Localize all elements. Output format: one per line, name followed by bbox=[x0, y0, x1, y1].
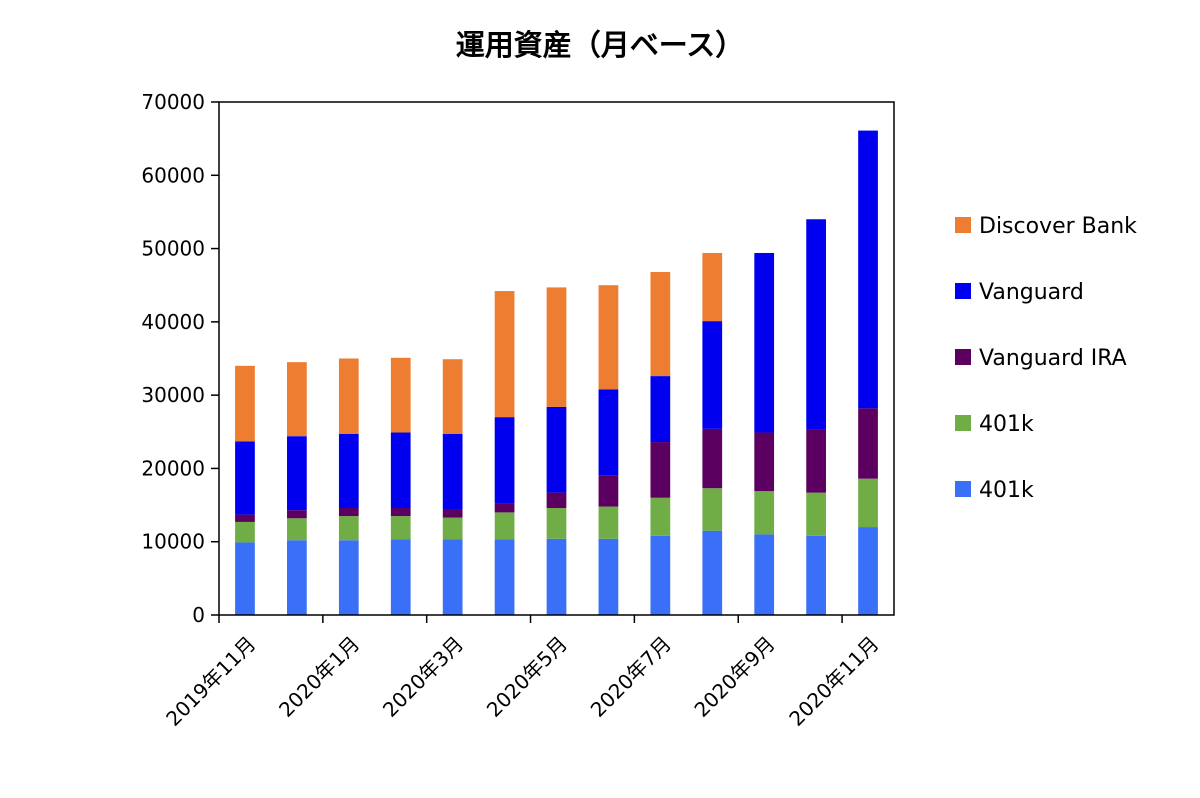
y-tick-label-6: 60000 bbox=[141, 163, 205, 187]
bar-segment-2-2 bbox=[338, 508, 359, 517]
bar-segment-7-1 bbox=[598, 506, 619, 539]
bar-segment-10-0 bbox=[754, 534, 775, 615]
x-tick-label-10: 2020年9月 bbox=[689, 632, 779, 722]
y-axis: 0 10000 20000 30000 40000 50000 60000 70000 bbox=[141, 90, 219, 627]
legend-label-1: Vanguard bbox=[979, 280, 1084, 305]
bar-segment-4-3 bbox=[442, 433, 463, 510]
legend-swatch-4 bbox=[955, 481, 971, 497]
bar-segment-3-2 bbox=[390, 508, 411, 517]
y-tick-label-1: 10000 bbox=[141, 530, 205, 554]
bar-segment-4-1 bbox=[442, 517, 463, 540]
bar-segment-3-0 bbox=[390, 539, 411, 615]
y-tick-label-3: 30000 bbox=[141, 383, 205, 407]
y-tick-label-0: 0 bbox=[192, 603, 205, 627]
bar-segment-9-0 bbox=[702, 530, 723, 615]
bar-segment-11-1 bbox=[806, 492, 826, 536]
bar-segment-10-1 bbox=[754, 491, 775, 535]
x-tick-label-4: 2020年3月 bbox=[378, 632, 468, 722]
bar-segment-5-1 bbox=[494, 512, 515, 540]
bar-segment-5-2 bbox=[494, 503, 515, 513]
x-tick-label-8: 2020年7月 bbox=[586, 632, 676, 722]
bar-segment-6-0 bbox=[546, 538, 567, 615]
bar-segment-4-2 bbox=[442, 509, 463, 518]
bar-segment-8-4 bbox=[650, 272, 671, 377]
bar-segment-7-4 bbox=[598, 285, 619, 390]
legend-label-4: 401k bbox=[979, 478, 1034, 503]
x-tick-label-0: 2019年11月 bbox=[161, 632, 260, 731]
bar-segment-8-2 bbox=[650, 442, 671, 498]
bar-segment-6-4 bbox=[546, 287, 567, 407]
bar-segment-0-3 bbox=[235, 441, 255, 515]
bar-segment-2-3 bbox=[338, 433, 359, 508]
bar-segment-7-2 bbox=[598, 475, 619, 507]
legend-swatch-0 bbox=[955, 217, 971, 233]
x-axis: 2019年11月 2020年1月 2020年3月 2020年5月 2020年7月 2020… bbox=[161, 615, 884, 731]
bar-segment-1-2 bbox=[287, 510, 307, 519]
x-tick-label-2: 2020年1月 bbox=[274, 632, 364, 722]
y-tick-label-2: 20000 bbox=[141, 456, 205, 480]
legend: Discover Bank Vanguard Vanguard IRA 401k 401… bbox=[955, 214, 1137, 503]
bar-segment-4-0 bbox=[442, 539, 463, 615]
bar-segment-4-4 bbox=[442, 359, 463, 434]
bars-layer bbox=[235, 130, 878, 615]
bar-segment-9-2 bbox=[702, 428, 723, 489]
bar-segment-6-1 bbox=[546, 508, 567, 539]
bar-segment-3-1 bbox=[390, 516, 411, 540]
bar-segment-10-2 bbox=[754, 432, 775, 492]
bar-segment-2-1 bbox=[338, 516, 359, 541]
bar-segment-6-2 bbox=[546, 492, 567, 508]
bar-segment-5-0 bbox=[494, 539, 515, 615]
x-tick-label-6: 2020年5月 bbox=[482, 632, 572, 722]
legend-swatch-1 bbox=[955, 283, 971, 299]
bar-segment-6-3 bbox=[546, 406, 567, 493]
bar-segment-8-1 bbox=[650, 497, 671, 536]
bar-segment-0-4 bbox=[235, 365, 255, 442]
bar-segment-3-4 bbox=[390, 357, 411, 433]
bar-segment-1-4 bbox=[287, 362, 307, 437]
bar-segment-1-1 bbox=[287, 518, 307, 541]
bar-segment-12-3 bbox=[858, 130, 878, 409]
bar-segment-1-0 bbox=[287, 540, 307, 615]
legend-label-0: Discover Bank bbox=[979, 214, 1137, 239]
bar-segment-1-3 bbox=[287, 436, 307, 511]
bar-segment-9-1 bbox=[702, 488, 723, 531]
bar-segment-10-3 bbox=[754, 252, 775, 433]
bar-segment-11-0 bbox=[806, 535, 826, 615]
bar-segment-9-4 bbox=[702, 252, 723, 322]
legend-label-3: 401k bbox=[979, 412, 1034, 437]
chart-title: 運用資産（月ベース） bbox=[455, 28, 745, 62]
bar-segment-12-2 bbox=[858, 408, 878, 479]
legend-swatch-2 bbox=[955, 349, 971, 365]
bar-segment-11-2 bbox=[806, 429, 826, 493]
x-tick-label-12: 2020年11月 bbox=[784, 632, 883, 731]
bar-segment-7-0 bbox=[598, 538, 619, 615]
legend-swatch-3 bbox=[955, 415, 971, 431]
legend-label-2: Vanguard IRA bbox=[979, 346, 1127, 371]
bar-segment-8-3 bbox=[650, 376, 671, 443]
bar-segment-0-2 bbox=[235, 514, 255, 522]
bar-segment-0-0 bbox=[235, 542, 255, 615]
y-tick-label-4: 40000 bbox=[141, 310, 205, 334]
bar-segment-0-1 bbox=[235, 521, 255, 543]
bar-segment-12-1 bbox=[858, 478, 878, 528]
bar-segment-8-0 bbox=[650, 535, 671, 615]
bar-segment-9-3 bbox=[702, 321, 723, 429]
bar-segment-12-0 bbox=[858, 527, 878, 615]
y-tick-label-5: 50000 bbox=[141, 237, 205, 261]
plot-area-frame bbox=[218, 101, 895, 616]
bar-segment-5-4 bbox=[494, 291, 515, 418]
bar-segment-2-4 bbox=[338, 358, 359, 434]
bar-segment-3-3 bbox=[390, 432, 411, 508]
bar-segment-5-3 bbox=[494, 417, 515, 504]
bar-segment-11-3 bbox=[806, 219, 826, 430]
y-tick-label-7: 70000 bbox=[141, 90, 205, 114]
bar-segment-2-0 bbox=[338, 540, 359, 615]
bar-segment-7-3 bbox=[598, 389, 619, 476]
